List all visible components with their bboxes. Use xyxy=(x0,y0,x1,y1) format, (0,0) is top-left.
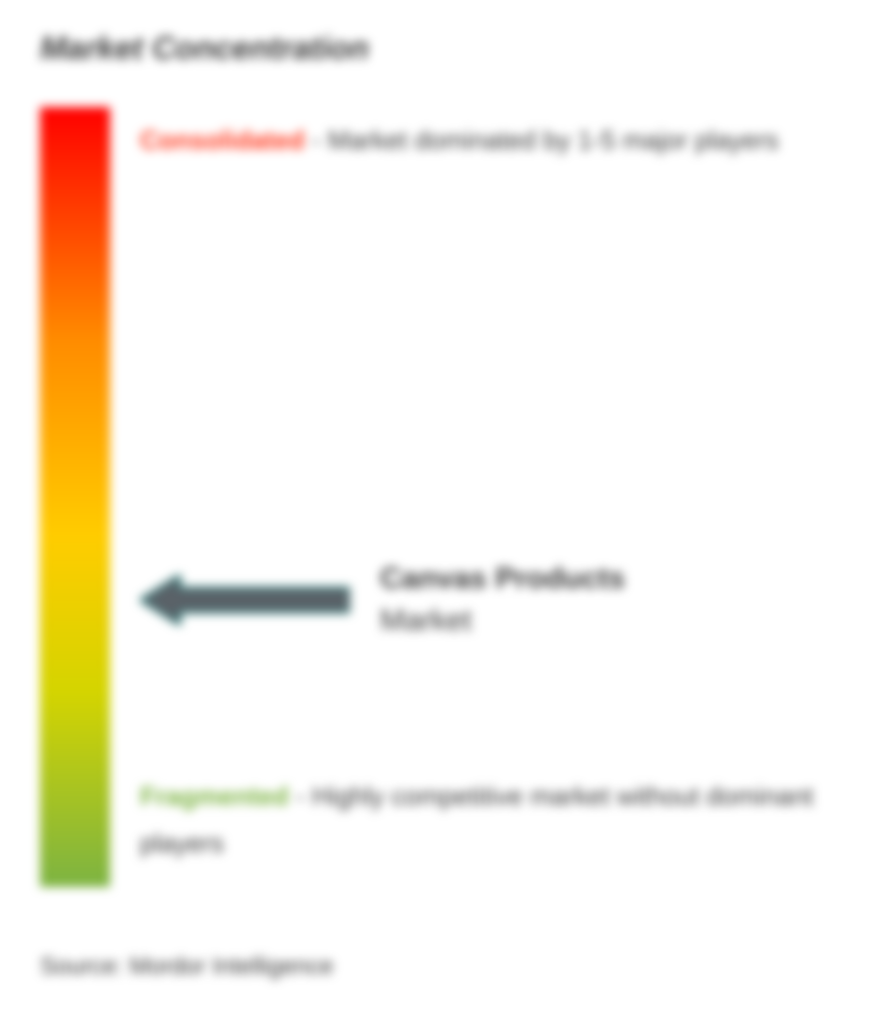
consolidated-text: - Market dominated by 1-5 major players xyxy=(312,125,779,155)
fragmented-description: Fragmented - Highly competitive market w… xyxy=(140,773,851,867)
fragmented-label: Fragmented xyxy=(140,781,289,811)
chart-title: Market Concentration xyxy=(40,30,851,67)
marker-title: Canvas Products xyxy=(380,562,625,595)
marker-group: Canvas Products Market xyxy=(140,558,625,642)
content-row: Consolidated - Market dominated by 1-5 m… xyxy=(40,107,851,887)
consolidated-description: Consolidated - Market dominated by 1-5 m… xyxy=(140,117,851,164)
gradient-bar xyxy=(40,107,110,887)
marker-subtitle: Market xyxy=(380,604,472,637)
marker-label: Canvas Products Market xyxy=(380,558,625,642)
arrow-left-icon xyxy=(140,575,350,625)
source-attribution: Source: Mordor Intelligence xyxy=(40,953,333,981)
consolidated-label: Consolidated xyxy=(140,125,305,155)
descriptions-column: Consolidated - Market dominated by 1-5 m… xyxy=(140,107,851,887)
